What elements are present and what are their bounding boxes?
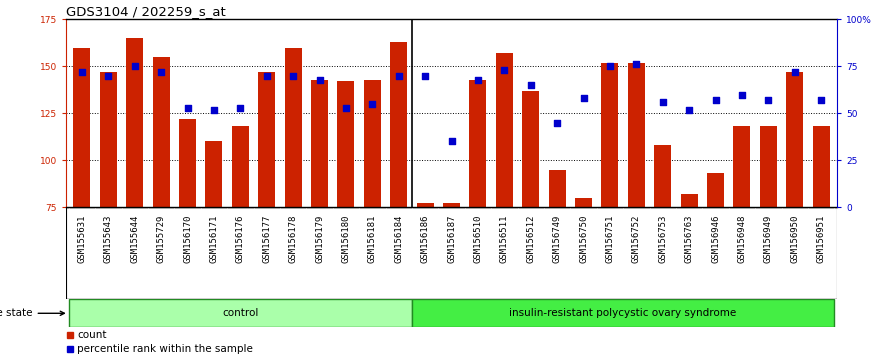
Text: GSM156186: GSM156186 [420, 215, 430, 263]
Text: GSM156180: GSM156180 [342, 215, 351, 263]
Point [708, 97, 722, 103]
Text: GSM156176: GSM156176 [236, 215, 245, 263]
Text: GSM155643: GSM155643 [104, 215, 113, 263]
Text: GSM156177: GSM156177 [263, 215, 271, 263]
Point [75, 69, 89, 75]
Point [366, 101, 380, 107]
Text: percentile rank within the sample: percentile rank within the sample [78, 344, 253, 354]
Point [788, 69, 802, 75]
Point [313, 77, 327, 82]
Bar [786, 72, 803, 207]
Point [128, 64, 142, 69]
Text: GSM156179: GSM156179 [315, 215, 324, 263]
Text: insulin-resistant polycystic ovary syndrome: insulin-resistant polycystic ovary syndr… [509, 308, 737, 318]
Point [233, 105, 248, 110]
Bar [549, 170, 566, 207]
Point [392, 73, 406, 79]
Bar [100, 72, 117, 207]
Point [682, 107, 696, 112]
Bar [575, 198, 592, 207]
Text: GSM156170: GSM156170 [183, 215, 192, 263]
Point [603, 64, 617, 69]
Text: GSM156946: GSM156946 [711, 215, 720, 263]
Bar [390, 42, 407, 207]
Text: GSM156949: GSM156949 [764, 215, 773, 263]
Point [444, 138, 458, 144]
Point [576, 96, 590, 101]
Bar [812, 126, 830, 207]
Point [181, 105, 195, 110]
Text: GSM156752: GSM156752 [632, 215, 640, 263]
Bar [628, 63, 645, 207]
Bar [69, 299, 412, 327]
Text: GSM155644: GSM155644 [130, 215, 139, 263]
Bar [602, 63, 618, 207]
Text: GSM156178: GSM156178 [289, 215, 298, 263]
Point [101, 73, 115, 79]
Text: GSM156749: GSM156749 [552, 215, 561, 263]
Text: GSM156951: GSM156951 [817, 215, 825, 263]
Point [154, 69, 168, 75]
Text: GDS3104 / 202259_s_at: GDS3104 / 202259_s_at [66, 5, 226, 18]
Bar [522, 91, 539, 207]
Text: GSM156184: GSM156184 [394, 215, 403, 263]
Bar [337, 81, 354, 207]
Bar [496, 53, 513, 207]
Bar [258, 72, 275, 207]
Text: GSM156750: GSM156750 [579, 215, 588, 263]
Text: GSM156510: GSM156510 [473, 215, 483, 263]
Bar [759, 126, 777, 207]
Bar [179, 119, 196, 207]
Text: GSM156187: GSM156187 [447, 215, 456, 263]
Point [497, 67, 511, 73]
Bar [73, 47, 91, 207]
Bar [311, 80, 328, 207]
Bar [285, 47, 301, 207]
Text: disease state: disease state [0, 308, 64, 318]
Text: GSM156511: GSM156511 [500, 215, 509, 263]
Text: GSM156751: GSM156751 [605, 215, 614, 263]
Point [260, 73, 274, 79]
Point [286, 73, 300, 79]
Bar [232, 126, 249, 207]
Bar [733, 126, 751, 207]
Text: GSM156512: GSM156512 [526, 215, 536, 263]
Point [629, 62, 643, 67]
Text: GSM155729: GSM155729 [157, 215, 166, 263]
Text: count: count [78, 330, 107, 341]
Point [550, 120, 564, 126]
Text: GSM155631: GSM155631 [78, 215, 86, 263]
Point [761, 97, 775, 103]
Point [523, 82, 537, 88]
Point [735, 92, 749, 97]
Bar [205, 141, 223, 207]
Text: GSM156948: GSM156948 [737, 215, 746, 263]
Text: GSM156753: GSM156753 [658, 215, 667, 263]
Text: GSM156181: GSM156181 [367, 215, 377, 263]
Text: GSM156950: GSM156950 [790, 215, 799, 263]
Text: GSM156763: GSM156763 [685, 215, 693, 263]
Bar [126, 38, 144, 207]
Bar [654, 145, 671, 207]
Point [655, 99, 670, 105]
Bar [152, 57, 170, 207]
Bar [470, 80, 486, 207]
Point [470, 77, 485, 82]
Bar [680, 194, 698, 207]
Bar [443, 203, 460, 207]
Bar [417, 203, 433, 207]
Point [814, 97, 828, 103]
Text: control: control [222, 308, 258, 318]
Text: GSM156171: GSM156171 [210, 215, 218, 263]
Bar [364, 80, 381, 207]
Point [339, 105, 353, 110]
Bar [707, 173, 724, 207]
Bar [412, 299, 834, 327]
Point [207, 107, 221, 112]
Point [418, 73, 433, 79]
